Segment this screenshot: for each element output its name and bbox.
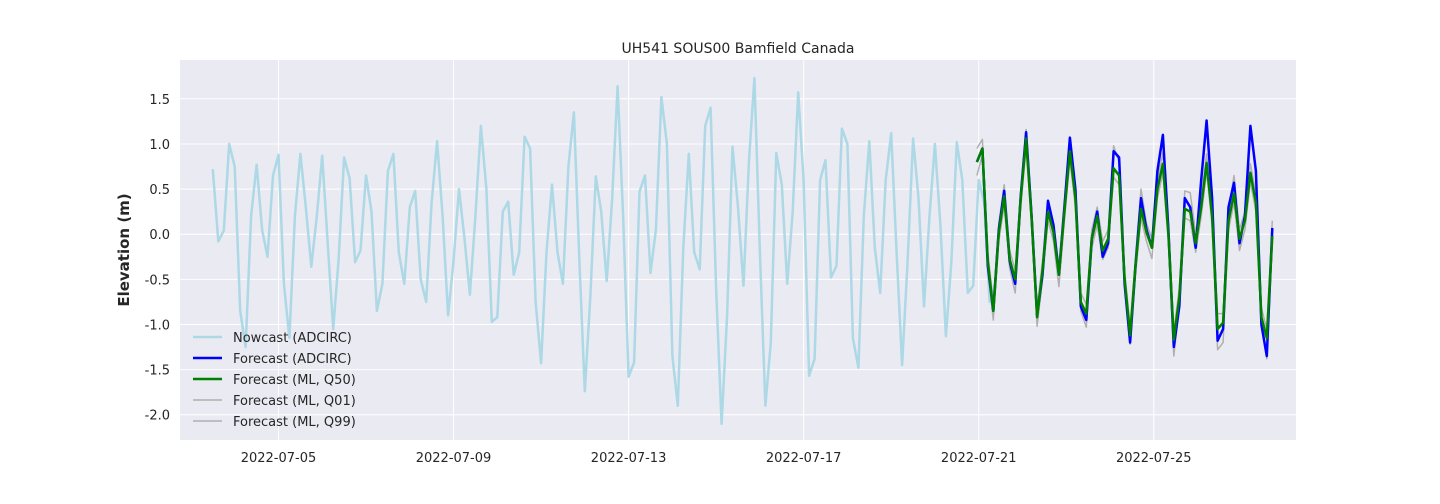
legend-label: Forecast (ML, Q01)	[233, 394, 356, 409]
y-tick-label: 1.5	[149, 93, 170, 108]
x-tick-label: 2022-07-05	[241, 451, 317, 466]
legend-label: Nowcast (ADCIRC)	[233, 331, 352, 346]
y-tick-label: 1.0	[149, 138, 170, 153]
series-layer	[211, 76, 1274, 426]
y-tick-label: -2.0	[145, 409, 170, 424]
x-axis-ticks: 2022-07-05 2022-07-09 2022-07-13 2022-07-17…	[241, 451, 1192, 466]
legend: Nowcast (ADCIRC) Forecast (ADCIRC) Forecas…	[193, 331, 356, 430]
x-tick-label: 2022-07-09	[416, 451, 492, 466]
plot-area	[180, 60, 1296, 440]
legend-label: Forecast (ML, Q99)	[233, 415, 356, 430]
series-line-forecast-ml-q50	[975, 137, 1274, 342]
legend-label: Forecast (ML, Q50)	[233, 373, 356, 388]
legend-label: Forecast (ADCIRC)	[233, 352, 352, 367]
y-tick-label: 0.5	[149, 183, 170, 198]
chart-title: UH541 SOUS00 Bamfield Canada	[621, 41, 854, 57]
y-tick-label: -1.5	[145, 364, 170, 379]
y-tick-label: 0.0	[149, 228, 170, 243]
y-axis-label: Elevation (m)	[115, 193, 133, 306]
series-line-nowcast-adcirc	[211, 76, 997, 426]
y-axis-ticks: -2.0 -1.5 -1.0 -0.5 0.0 0.5 1.0 1.5	[145, 93, 170, 424]
y-tick-label: -0.5	[145, 273, 170, 288]
grid	[180, 60, 1296, 440]
x-tick-label: 2022-07-17	[766, 451, 842, 466]
y-tick-label: -1.0	[145, 318, 170, 333]
x-tick-label: 2022-07-13	[591, 451, 667, 466]
x-tick-label: 2022-07-21	[941, 451, 1017, 466]
x-tick-label: 2022-07-25	[1116, 451, 1192, 466]
